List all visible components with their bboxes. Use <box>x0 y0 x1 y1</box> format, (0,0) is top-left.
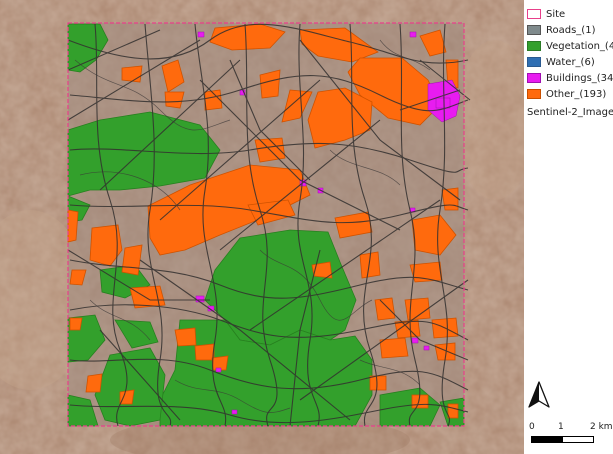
legend-label: Other_(193) <box>546 88 607 100</box>
roads-layer <box>67 23 471 427</box>
legend-swatch <box>527 9 541 19</box>
legend-swatch <box>527 41 541 51</box>
map-svg <box>0 0 524 454</box>
legend-label: Vegetation_(4) <box>546 40 613 52</box>
other-landuse-layer <box>67 23 459 419</box>
scale-segment-black <box>531 436 562 443</box>
legend-label: Site <box>546 8 566 20</box>
legend-raster-label: Sentinel-2_Image <box>527 107 613 118</box>
legend-label: Water_(6) <box>546 56 595 68</box>
scale-label-2: 2 km <box>590 422 613 432</box>
legend-label: Roads_(1) <box>546 24 596 36</box>
scale-label-0: 0 <box>529 422 535 432</box>
legend-swatch <box>527 89 541 99</box>
scale-segment-white <box>562 436 594 443</box>
scale-bar: 0 1 2 km <box>524 420 613 452</box>
site-boundary <box>67 22 465 427</box>
roads-layer-minor <box>74 39 431 413</box>
legend-swatch <box>527 73 541 83</box>
map-canvas[interactable] <box>0 0 524 454</box>
legend-item-vegetation: Vegetation_(4) <box>527 38 613 54</box>
legend-item-roads: Roads_(1) <box>527 22 613 38</box>
legend-item-site: Site <box>527 6 613 22</box>
legend-swatch <box>527 57 541 67</box>
map-legend: Site Roads_(1) Vegetation_(4) Water_(6) Buil… <box>527 6 613 121</box>
legend-item-water: Water_(6) <box>527 54 613 70</box>
legend-swatch <box>527 25 541 35</box>
legend-item-other: Other_(193) <box>527 86 613 102</box>
legend-item-buildings: Buildings_(34) <box>527 70 613 86</box>
scale-label-1: 1 <box>558 422 564 432</box>
legend-label: Buildings_(34) <box>546 72 613 84</box>
north-arrow-icon <box>526 380 552 415</box>
